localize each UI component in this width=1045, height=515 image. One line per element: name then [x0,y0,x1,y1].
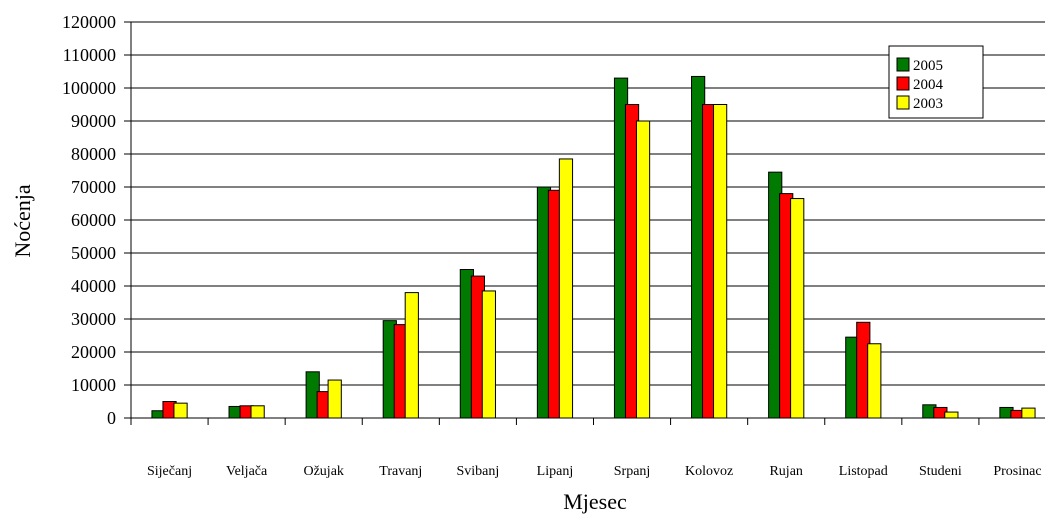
legend-swatch-2005 [896,57,910,72]
bar-2003 [250,405,265,419]
x-tick-labels: Siječanj Veljača Ožujak Travanj Svibanj Lipan… [130,418,1042,479]
bar-2003 [790,198,805,419]
legend-swatch-2003 [896,95,910,110]
x-tick-label: Studeni [919,464,962,479]
y-tick-label: 80000 [71,144,116,164]
y-tick-label: 60000 [71,210,116,230]
bars [151,75,1036,419]
y-axis-title: Noćenja [10,184,35,258]
x-tick-label: Rujan [769,464,802,479]
legend-label-2003: 2003 [913,96,943,112]
y-tick-label: 0 [107,408,116,428]
x-tick-label: Siječanj [147,464,192,479]
bar-2003 [481,290,496,419]
bar-2003 [327,379,342,419]
legend-label-2005: 2005 [913,58,943,74]
y-tick-label: 40000 [71,276,116,296]
y-tick-label: 30000 [71,309,116,329]
y-tick-label: 20000 [71,342,116,362]
y-tick-label: 90000 [71,111,116,131]
x-tick-label: Veljača [226,464,268,479]
bar-2003 [1021,407,1036,419]
bar-2003 [404,292,419,419]
bar-2003 [558,158,574,419]
x-tick-label: Ožujak [303,464,343,479]
bar-2003 [944,411,959,419]
x-tick-label: Prosinac [993,464,1041,479]
bar-2003 [867,343,882,419]
x-tick-label: Lipanj [537,464,574,479]
y-tick-label: 120000 [62,12,116,32]
x-tick-label: Travanj [379,464,422,479]
y-tick-label: 100000 [62,78,116,98]
x-tick-label: Svibanj [456,464,499,479]
x-tick-label: Listopad [839,464,888,479]
legend: 2005 2004 2003 [888,45,984,119]
legend-label-2004: 2004 [913,77,944,93]
y-tick-label: 10000 [71,375,116,395]
y-tick-label: 110000 [63,45,116,65]
legend-swatch-2004 [896,76,910,91]
bar-2003 [173,402,188,419]
bar-2003 [635,120,651,419]
x-axis-title: Mjesec [563,489,627,514]
y-tick-labels: 0 10000 20000 30000 40000 50000 60000 70000 8000… [62,12,131,428]
x-tick-label: Srpanj [614,464,651,479]
y-tick-label: 70000 [71,177,116,197]
y-tick-label: 50000 [71,243,116,263]
bar-2003 [713,104,728,419]
x-tick-label: Kolovoz [685,464,733,479]
